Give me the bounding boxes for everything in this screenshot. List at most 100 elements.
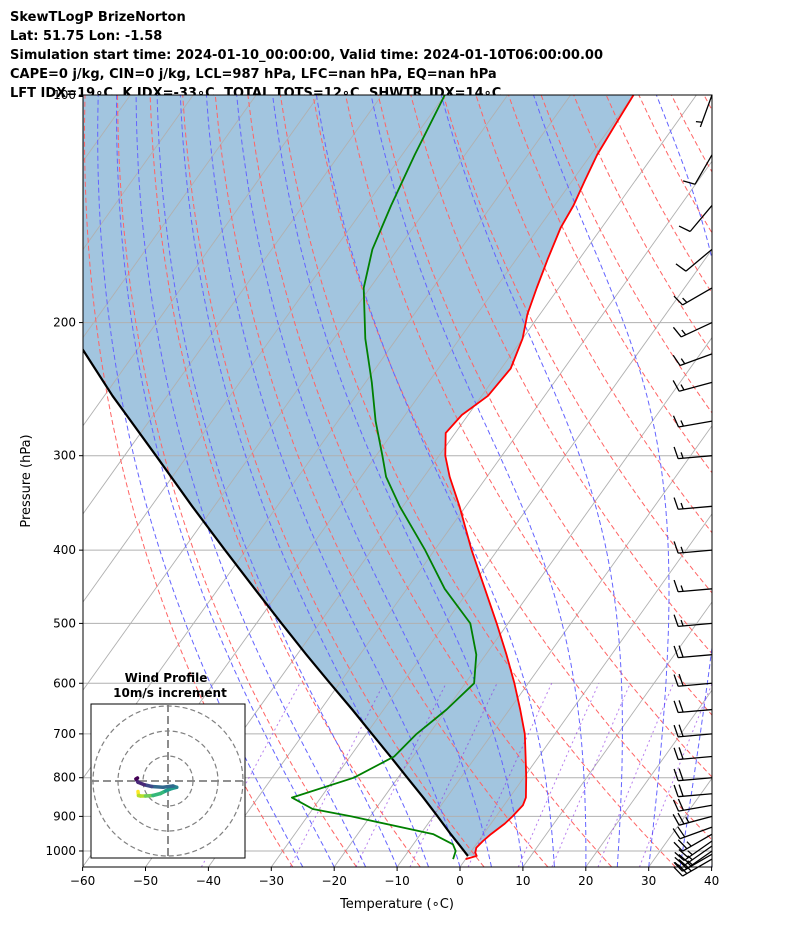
dry-adiabat bbox=[312, 95, 712, 841]
x-tick-label: −40 bbox=[196, 874, 221, 888]
moist-adiabat bbox=[711, 862, 712, 867]
wind-barb bbox=[673, 673, 713, 687]
wind-barb bbox=[673, 541, 713, 554]
y-tick-label: 800 bbox=[53, 771, 76, 785]
dewpoint-profile-line bbox=[291, 95, 478, 860]
dry-adiabat bbox=[410, 95, 712, 655]
time-line: Simulation start time: 2024-01-10_00:00:… bbox=[10, 48, 603, 63]
wind-barb bbox=[673, 768, 713, 782]
wind-barb bbox=[674, 850, 713, 872]
y-tick-label: 700 bbox=[53, 727, 76, 741]
dry-adiabat bbox=[605, 95, 712, 294]
wind-barb bbox=[675, 248, 713, 272]
dry-adiabat bbox=[247, 95, 613, 867]
wind-barb bbox=[682, 154, 713, 185]
isotherm bbox=[0, 95, 4, 867]
wind-barb bbox=[672, 812, 713, 826]
inset-title: Wind Profile bbox=[125, 671, 208, 685]
wind-barb bbox=[672, 353, 713, 367]
wind-barb bbox=[673, 497, 713, 510]
x-tick-label: 0 bbox=[456, 874, 464, 888]
wind-barb bbox=[674, 845, 713, 867]
moist-adiabat bbox=[315, 95, 555, 867]
mixing-ratio-line bbox=[597, 683, 674, 867]
isotherm bbox=[775, 95, 794, 867]
wind-barb bbox=[673, 747, 713, 761]
moist-adiabat bbox=[179, 95, 430, 867]
wind-barb bbox=[678, 205, 713, 233]
inset-subtitle: 10m/s increment bbox=[113, 686, 227, 700]
isotherm bbox=[83, 95, 446, 603]
mixing-ratio-line bbox=[517, 683, 600, 867]
isotherm bbox=[83, 95, 194, 251]
isotherm bbox=[333, 336, 712, 867]
moist-adiabat bbox=[97, 95, 304, 867]
wind-barb bbox=[673, 287, 713, 306]
dry-adiabat bbox=[117, 95, 358, 867]
wind-barb bbox=[673, 645, 713, 659]
mixing-ratio-line bbox=[355, 683, 447, 867]
wind-barb bbox=[673, 784, 713, 798]
isotherm bbox=[648, 777, 712, 867]
hodograph-segment bbox=[150, 784, 165, 789]
y-tick-label: 900 bbox=[53, 809, 76, 823]
wind-barb bbox=[672, 415, 713, 428]
x-tick-label: −20 bbox=[322, 874, 347, 888]
wind-barb bbox=[672, 826, 713, 840]
isotherm bbox=[585, 689, 712, 867]
moist-adiabat bbox=[236, 95, 492, 867]
y-tick-label: 500 bbox=[53, 616, 76, 630]
wind-barb bbox=[672, 380, 713, 392]
x-tick-label: −50 bbox=[133, 874, 158, 888]
location-line: Lat: 51.75 Lon: -1.58 bbox=[10, 29, 163, 44]
wind-barb bbox=[673, 579, 713, 593]
x-tick-label: 20 bbox=[578, 874, 593, 888]
y-tick-label: 100 bbox=[53, 88, 76, 102]
y-axis-label: Pressure (hPa) bbox=[19, 434, 34, 527]
moist-adiabat bbox=[115, 95, 335, 867]
mixing-ratio-line bbox=[551, 683, 631, 867]
mixing-ratio-line bbox=[409, 683, 498, 867]
wind-barb bbox=[672, 798, 713, 812]
isotherm bbox=[83, 95, 509, 691]
isotherm bbox=[459, 513, 712, 867]
parcel-shading bbox=[83, 95, 634, 856]
wind-barb bbox=[673, 724, 713, 738]
wind-barb bbox=[672, 321, 713, 338]
temperature-profile-line bbox=[444, 95, 635, 860]
y-tick-label: 300 bbox=[53, 449, 76, 463]
isotherm bbox=[83, 95, 257, 339]
dry-adiabat bbox=[769, 95, 794, 867]
x-tick-label: 30 bbox=[641, 874, 656, 888]
chart-title: SkewTLogP BrizeNorton bbox=[10, 10, 186, 25]
wind-barb bbox=[674, 840, 713, 862]
indices-line-1: CAPE=0 j/kg, CIN=0 j/kg, LCL=987 hPa, LF… bbox=[10, 67, 497, 82]
dry-adiabat bbox=[670, 95, 712, 173]
hodograph-inset bbox=[90, 703, 246, 859]
mixing-ratio-line bbox=[639, 683, 712, 867]
moist-adiabat bbox=[156, 95, 398, 867]
dry-adiabat bbox=[540, 95, 712, 414]
y-tick-label: 1000 bbox=[45, 844, 76, 858]
wind-barb bbox=[673, 446, 713, 460]
wind-barbs bbox=[672, 94, 713, 877]
x-tick-label: −60 bbox=[70, 874, 95, 888]
y-tick-label: 200 bbox=[53, 316, 76, 330]
dry-adiabat bbox=[573, 95, 712, 354]
x-tick-label: −10 bbox=[384, 874, 409, 888]
wind-barb bbox=[673, 833, 713, 852]
chart-header: SkewTLogP BrizeNorton Lat: 51.75 Lon: -1… bbox=[10, 8, 603, 103]
dry-adiabat bbox=[737, 95, 794, 867]
isotherm bbox=[522, 601, 712, 867]
wind-barb bbox=[673, 700, 713, 714]
dry-adiabat bbox=[508, 95, 712, 474]
wind-barb bbox=[673, 614, 713, 628]
isotherm bbox=[83, 95, 383, 515]
mixing-ratio-line bbox=[467, 683, 553, 867]
isotherm bbox=[711, 865, 712, 867]
isotherm bbox=[270, 248, 712, 867]
y-tick-label: 600 bbox=[53, 676, 76, 690]
dry-adiabat bbox=[703, 95, 712, 112]
